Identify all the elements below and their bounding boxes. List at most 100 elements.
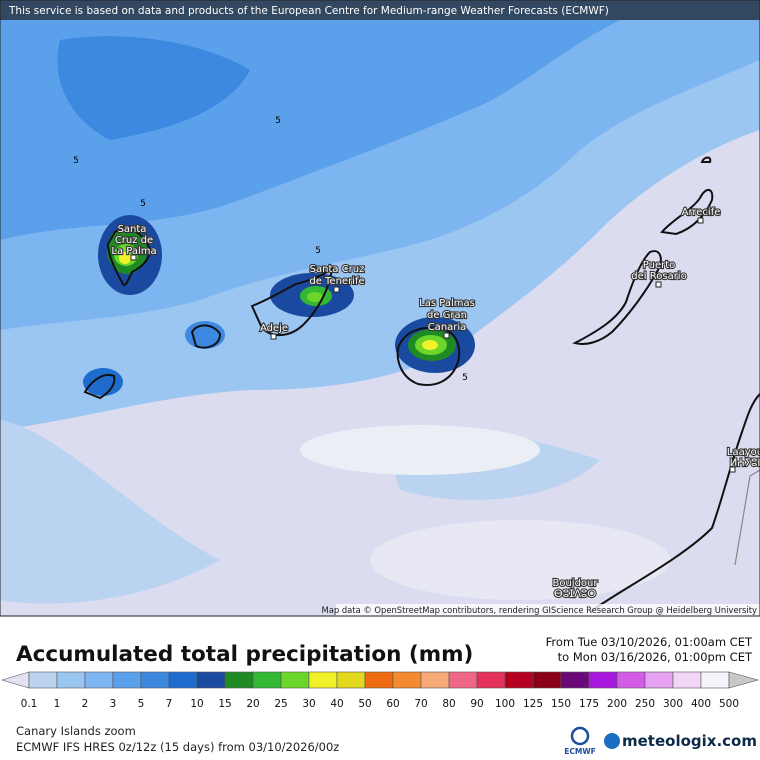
colorbar-label: 150 bbox=[551, 698, 571, 710]
precip-area bbox=[307, 292, 323, 302]
map-frame bbox=[0, 0, 760, 617]
attribution: Map data © OpenStreetMap contributors, r… bbox=[322, 605, 758, 615]
island bbox=[572, 250, 662, 345]
colorbar-label: 40 bbox=[330, 698, 343, 710]
brand: meteologix.com bbox=[604, 732, 757, 750]
island bbox=[396, 326, 461, 386]
colorbar-box bbox=[168, 671, 198, 689]
coastlines bbox=[83, 156, 760, 613]
precip-area bbox=[0, 420, 220, 604]
model-info: ECMWF IFS HRES 0z/12z (15 days) from 03/… bbox=[16, 740, 339, 754]
place-label: Santa Cruz bbox=[310, 264, 365, 275]
region: Canary Islands zoom bbox=[16, 724, 136, 738]
colorbar-box bbox=[84, 671, 114, 689]
city-marker bbox=[130, 254, 137, 261]
place-label: Santa bbox=[118, 224, 147, 235]
place-label: Puerto bbox=[643, 260, 676, 271]
notice-bar bbox=[0, 0, 760, 20]
colorbar-arrow bbox=[728, 671, 760, 689]
colorbar-label: 0.1 bbox=[21, 698, 38, 710]
colorbar-arrow bbox=[0, 671, 30, 689]
border bbox=[734, 469, 760, 566]
colorbar-label: 100 bbox=[495, 698, 515, 710]
colorbar-label: 7 bbox=[166, 698, 173, 710]
colorbar-box bbox=[28, 671, 58, 689]
colorbar-label: 20 bbox=[246, 698, 259, 710]
place-label: Cruz de bbox=[115, 235, 153, 246]
notice: This service is based on data and produc… bbox=[8, 5, 609, 17]
place-label: del Rosario bbox=[631, 271, 686, 282]
colorbar-box bbox=[308, 671, 338, 689]
precip-area bbox=[422, 340, 438, 350]
place-label: ⵍⵄⵢⵓⵏ bbox=[730, 458, 760, 469]
colorbar-label: 1 bbox=[54, 698, 61, 710]
precip-area bbox=[300, 425, 540, 475]
place-label: Las Palmas bbox=[419, 298, 475, 309]
city-marker bbox=[655, 281, 662, 288]
colorbar-label: 125 bbox=[523, 698, 543, 710]
city-marker bbox=[729, 466, 736, 473]
coast bbox=[589, 393, 760, 613]
brand-name: meteologix.com bbox=[622, 732, 757, 750]
colorbar-label: 90 bbox=[470, 698, 483, 710]
precip-area bbox=[57, 36, 250, 140]
island bbox=[700, 156, 712, 163]
colorbar-box bbox=[112, 671, 142, 689]
brand-icon bbox=[604, 733, 620, 749]
legend: Accumulated total precipitation (mm) Fro… bbox=[0, 635, 760, 710]
colorbar-box bbox=[392, 671, 422, 689]
colorbar-box bbox=[364, 671, 394, 689]
contour-label: 5 bbox=[315, 246, 321, 256]
colorbar-box bbox=[616, 671, 646, 689]
colorbar-box bbox=[588, 671, 618, 689]
city-marker bbox=[443, 332, 450, 339]
period-to: to Mon 03/16/2026, 01:00pm CET bbox=[558, 650, 753, 664]
period-from: From Tue 03/10/2026, 01:00am CET bbox=[546, 635, 753, 649]
colorbar-label: 30 bbox=[302, 698, 315, 710]
attribution-bg bbox=[336, 604, 760, 616]
map: Santa Cruz de La Palma Santa Cruz de Ten… bbox=[0, 0, 760, 617]
legend-title: Accumulated total precipitation (mm) bbox=[16, 642, 473, 667]
colorbar-label: 15 bbox=[218, 698, 231, 710]
colorbar-label: 175 bbox=[579, 698, 599, 710]
place-label: Arrecife bbox=[682, 207, 721, 218]
colorbar-box bbox=[476, 671, 506, 689]
colorbar-box bbox=[56, 671, 86, 689]
city-marker bbox=[697, 217, 704, 224]
colorbar-label: 250 bbox=[635, 698, 655, 710]
colorbar-box bbox=[196, 671, 226, 689]
contour-label: 5 bbox=[140, 199, 146, 209]
colorbar-box bbox=[700, 671, 730, 689]
ecmwf-logo: ECMWF bbox=[564, 726, 596, 756]
colorbar-box bbox=[532, 671, 562, 689]
colorbar-box bbox=[560, 671, 590, 689]
precip-area bbox=[119, 252, 131, 264]
contour-label: 5 bbox=[73, 156, 79, 166]
colorbar-label: 80 bbox=[442, 698, 455, 710]
ecmwf-label: ECMWF bbox=[564, 747, 596, 756]
precip-area bbox=[83, 368, 123, 396]
place-label: Boujdour bbox=[552, 578, 598, 589]
contour-label: 5 bbox=[275, 116, 281, 126]
island bbox=[190, 324, 222, 349]
city-marker bbox=[333, 286, 340, 293]
colorbar-box bbox=[420, 671, 450, 689]
precip-area bbox=[370, 520, 670, 600]
island bbox=[106, 227, 152, 286]
colorbar-label: 500 bbox=[719, 698, 739, 710]
colorbar-box bbox=[644, 671, 674, 689]
colorbar-label: 300 bbox=[663, 698, 683, 710]
colorbar-label: 5 bbox=[138, 698, 145, 710]
place-label: Laayou bbox=[727, 447, 760, 458]
place-label: La Palma bbox=[111, 246, 156, 257]
contour-label: 5 bbox=[462, 373, 468, 383]
colorbar-box bbox=[448, 671, 478, 689]
place-label: de Gran bbox=[427, 310, 467, 321]
place-label: de Tenerife bbox=[309, 276, 364, 287]
island bbox=[250, 265, 334, 336]
island bbox=[660, 189, 714, 236]
colorbar-label: 400 bbox=[691, 698, 711, 710]
colorbar-label: 50 bbox=[358, 698, 371, 710]
colorbar-label: 3 bbox=[110, 698, 117, 710]
